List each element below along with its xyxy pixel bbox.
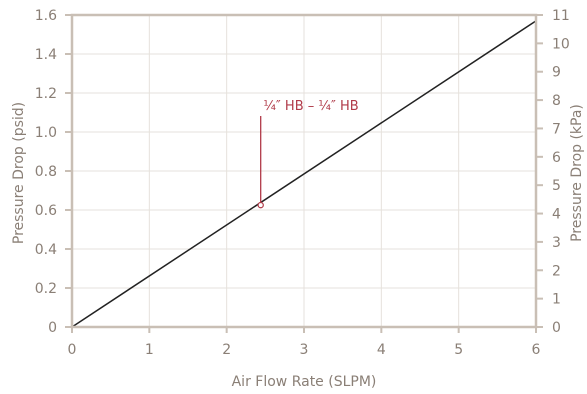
tick-labels: 0 1 2 3 4 5 600.20.40.60.81.01.21.41.601234567… [35,8,570,358]
y-axis-left-label: Pressure Drop (psid) [11,102,27,244]
y-right-tick-label: 1 [552,292,561,308]
y-right-tick-label: 6 [552,150,561,166]
y-right-tick-label: 0 [552,320,561,336]
x-tick-label: 6 [532,342,541,358]
y-left-tick-label: 1.6 [35,8,57,24]
x-tick-label: 5 [454,342,463,358]
plot-area [71,20,537,328]
plot-border [70,13,538,329]
y-left-tick-label: 0.8 [35,164,57,180]
y-right-tick-label: 11 [552,8,570,24]
y-axis-right-label: Pressure Drop (kPa) [569,104,585,242]
y-left-tick-label: 1.4 [35,47,57,63]
y-left-tick-label: 0 [48,320,57,336]
x-tick-label: 2 [222,342,231,358]
y-left-tick-label: 1.2 [35,86,57,102]
series-line [71,20,537,328]
axes-frame [65,13,543,333]
annotation-group: ¼″ HB – ¼″ HB [257,99,359,209]
y-right-tick-label: 10 [552,36,570,52]
x-tick-label: 4 [377,342,386,358]
grid-lines [71,14,537,328]
y-left-tick-label: 1.0 [35,125,57,141]
y-left-tick-label: 0.6 [35,203,57,219]
y-left-tick-label: 0.2 [35,281,57,297]
y-right-tick-label: 7 [552,121,561,137]
annotation-label: ¼″ HB – ¼″ HB [263,99,358,114]
x-tick-label: 1 [145,342,154,358]
y-right-tick-label: 8 [552,93,561,109]
y-left-tick-label: 0.4 [35,242,57,258]
annotation-marker [257,201,264,209]
x-axis-label: Air Flow Rate (SLPM) [232,374,377,390]
y-right-tick-label: 9 [552,65,561,81]
y-right-tick-label: 5 [552,178,561,194]
x-tick-label: 0 [68,342,77,358]
y-right-tick-label: 3 [552,235,561,251]
y-right-tick-label: 2 [552,263,561,279]
x-tick-label: 3 [300,342,309,358]
y-right-tick-label: 4 [552,207,561,223]
